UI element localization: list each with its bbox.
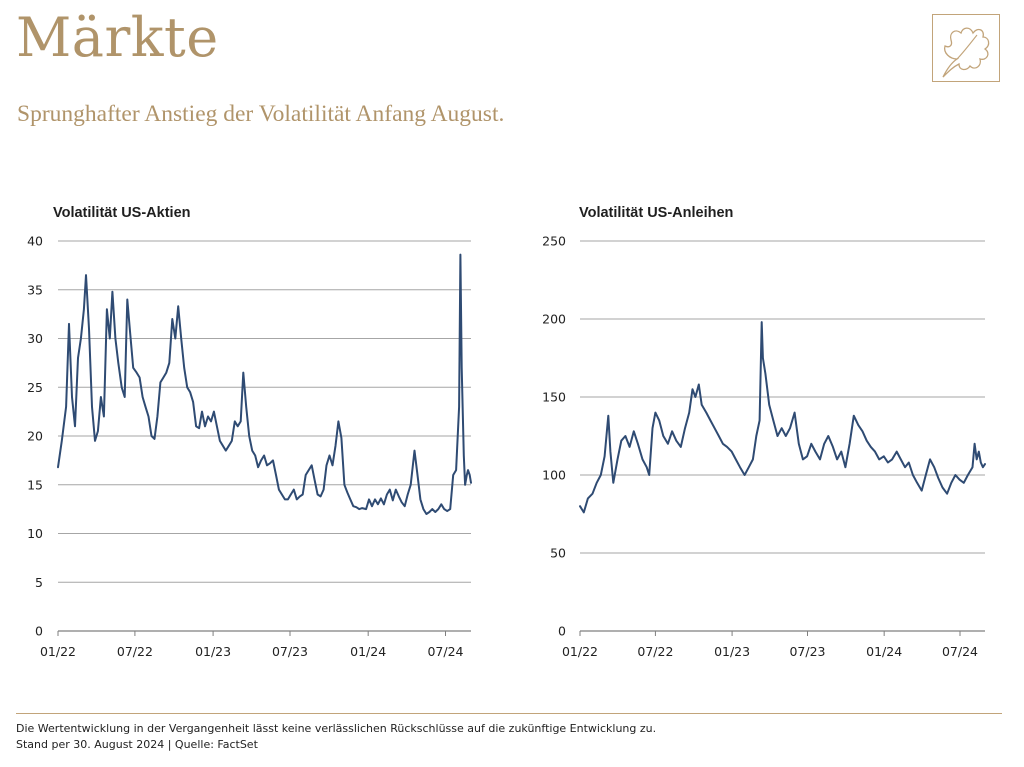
y-tick-label-anleihen-250: 250 [542, 234, 566, 249]
page-title: Märkte [16, 6, 219, 69]
y-tick-label-aktien-5: 5 [35, 575, 43, 590]
x-tick-label-anleihen-07-24: 07/24 [942, 644, 978, 659]
x-tick-label-aktien-01-24: 01/24 [350, 644, 386, 659]
y-tick-label-anleihen-100: 100 [542, 468, 566, 483]
x-tick-label-aktien-01-22: 01/22 [40, 644, 76, 659]
y-tick-label-aktien-20: 20 [27, 429, 43, 444]
chart-volatility-equities: 0 5 10 15 20 25 30 35 40 01/22 07/22 01/23 07/23 01/2… [27, 234, 472, 659]
oak-leaf-icon-graphic [942, 27, 990, 78]
y-tick-label-aktien-25: 25 [27, 380, 43, 395]
y-tick-label-aktien-35: 35 [27, 282, 43, 297]
y-tick-label-aktien-10: 10 [27, 526, 43, 541]
x-tick-label-aktien-07-23: 07/23 [272, 644, 308, 659]
y-tick-label-aktien-30: 30 [27, 331, 43, 346]
chart-volatility-bonds: 0 50 100 150 200 250 01/22 07/22 01/23 07/23 01/24… [542, 234, 986, 659]
x-tick-label-anleihen-07-23: 07/23 [789, 644, 825, 659]
oak-leaf-icon [932, 14, 1000, 82]
x-tick-label-aktien-07-24: 07/24 [427, 644, 463, 659]
footer-source: Stand per 30. August 2024 | Quelle: Fact… [16, 738, 258, 751]
page-subtitle: Sprunghafter Anstieg der Volatilität Anf… [17, 101, 505, 127]
footer-divider [16, 713, 1002, 714]
x-tick-label-anleihen-01-23: 01/23 [714, 644, 750, 659]
x-tick-label-anleihen-07-22: 07/22 [637, 644, 673, 659]
footer-disclaimer: Die Wertentwicklung in der Vergangenheit… [16, 722, 657, 735]
y-tick-label-aktien-40: 40 [27, 234, 43, 249]
chart-title-anleihen: Volatilität US-Anleihen [579, 205, 734, 221]
series-line-anleihen [579, 321, 986, 514]
x-tick-label-aktien-07-22: 07/22 [117, 644, 153, 659]
y-tick-label-anleihen-0: 0 [558, 624, 566, 639]
y-tick-label-aktien-15: 15 [27, 477, 43, 492]
x-tick-label-aktien-01-23: 01/23 [195, 644, 231, 659]
y-tick-label-aktien-0: 0 [35, 624, 43, 639]
x-tick-label-anleihen-01-22: 01/22 [562, 644, 598, 659]
y-tick-label-anleihen-200: 200 [542, 312, 566, 327]
x-tick-label-anleihen-01-24: 01/24 [866, 644, 902, 659]
chart-title-aktien: Volatilität US-Aktien [53, 205, 191, 221]
series-line-aktien [57, 253, 472, 515]
y-tick-label-anleihen-150: 150 [542, 390, 566, 405]
y-tick-label-anleihen-50: 50 [550, 546, 566, 561]
